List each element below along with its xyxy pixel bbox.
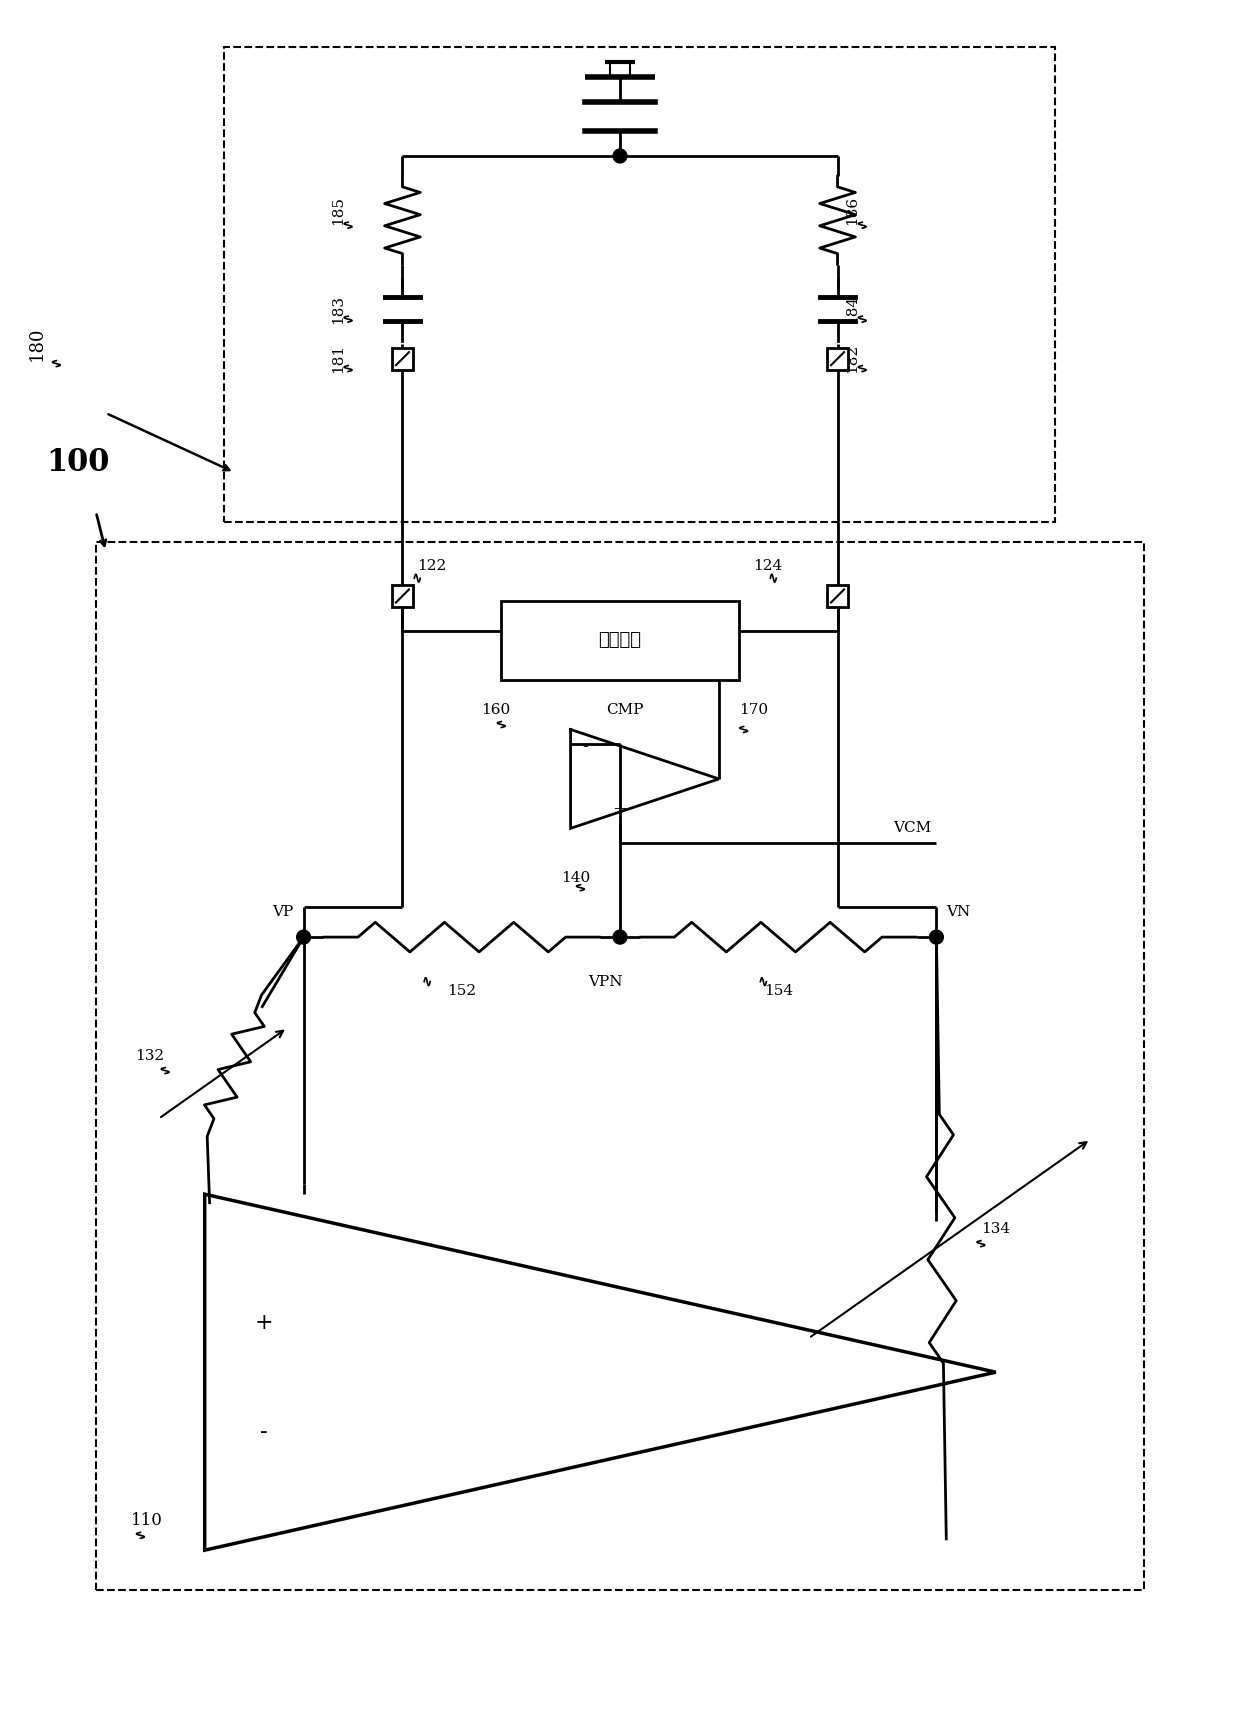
Text: 183: 183 [331,295,345,323]
Text: -: - [260,1421,268,1443]
Text: 160: 160 [481,703,511,716]
Circle shape [930,929,944,943]
Text: 182: 182 [846,344,859,373]
Text: 186: 186 [846,196,859,225]
Text: VPN: VPN [588,974,622,988]
Text: 170: 170 [739,703,768,716]
Text: VCM: VCM [893,821,931,835]
Text: 140: 140 [560,871,590,885]
Bar [392,347,413,369]
Text: 122: 122 [418,560,446,574]
Text: 185: 185 [331,196,345,225]
Text: 调整电路: 调整电路 [599,632,641,649]
Text: VP: VP [273,905,294,919]
Circle shape [613,149,627,163]
Text: 132: 132 [135,1048,165,1063]
Text: +: + [254,1313,273,1333]
Bar [501,601,739,680]
Bar [224,46,1055,522]
Text: 180: 180 [27,326,46,361]
Text: 152: 152 [448,984,476,998]
Text: 154: 154 [764,984,792,998]
Circle shape [613,929,627,943]
Text: 110: 110 [130,1512,162,1529]
Text: 134: 134 [981,1221,1011,1235]
Text: VN: VN [946,905,971,919]
Bar [392,586,413,606]
Bar [827,347,848,369]
Text: 184: 184 [846,295,859,323]
Text: +: + [613,799,627,818]
Bar [827,586,848,606]
Bar [95,541,1145,1589]
Text: 124: 124 [754,560,782,574]
Text: 100: 100 [46,447,110,478]
Circle shape [296,929,310,943]
Text: -: - [583,739,589,756]
Text: CMP: CMP [606,703,644,716]
Text: 181: 181 [331,344,345,373]
